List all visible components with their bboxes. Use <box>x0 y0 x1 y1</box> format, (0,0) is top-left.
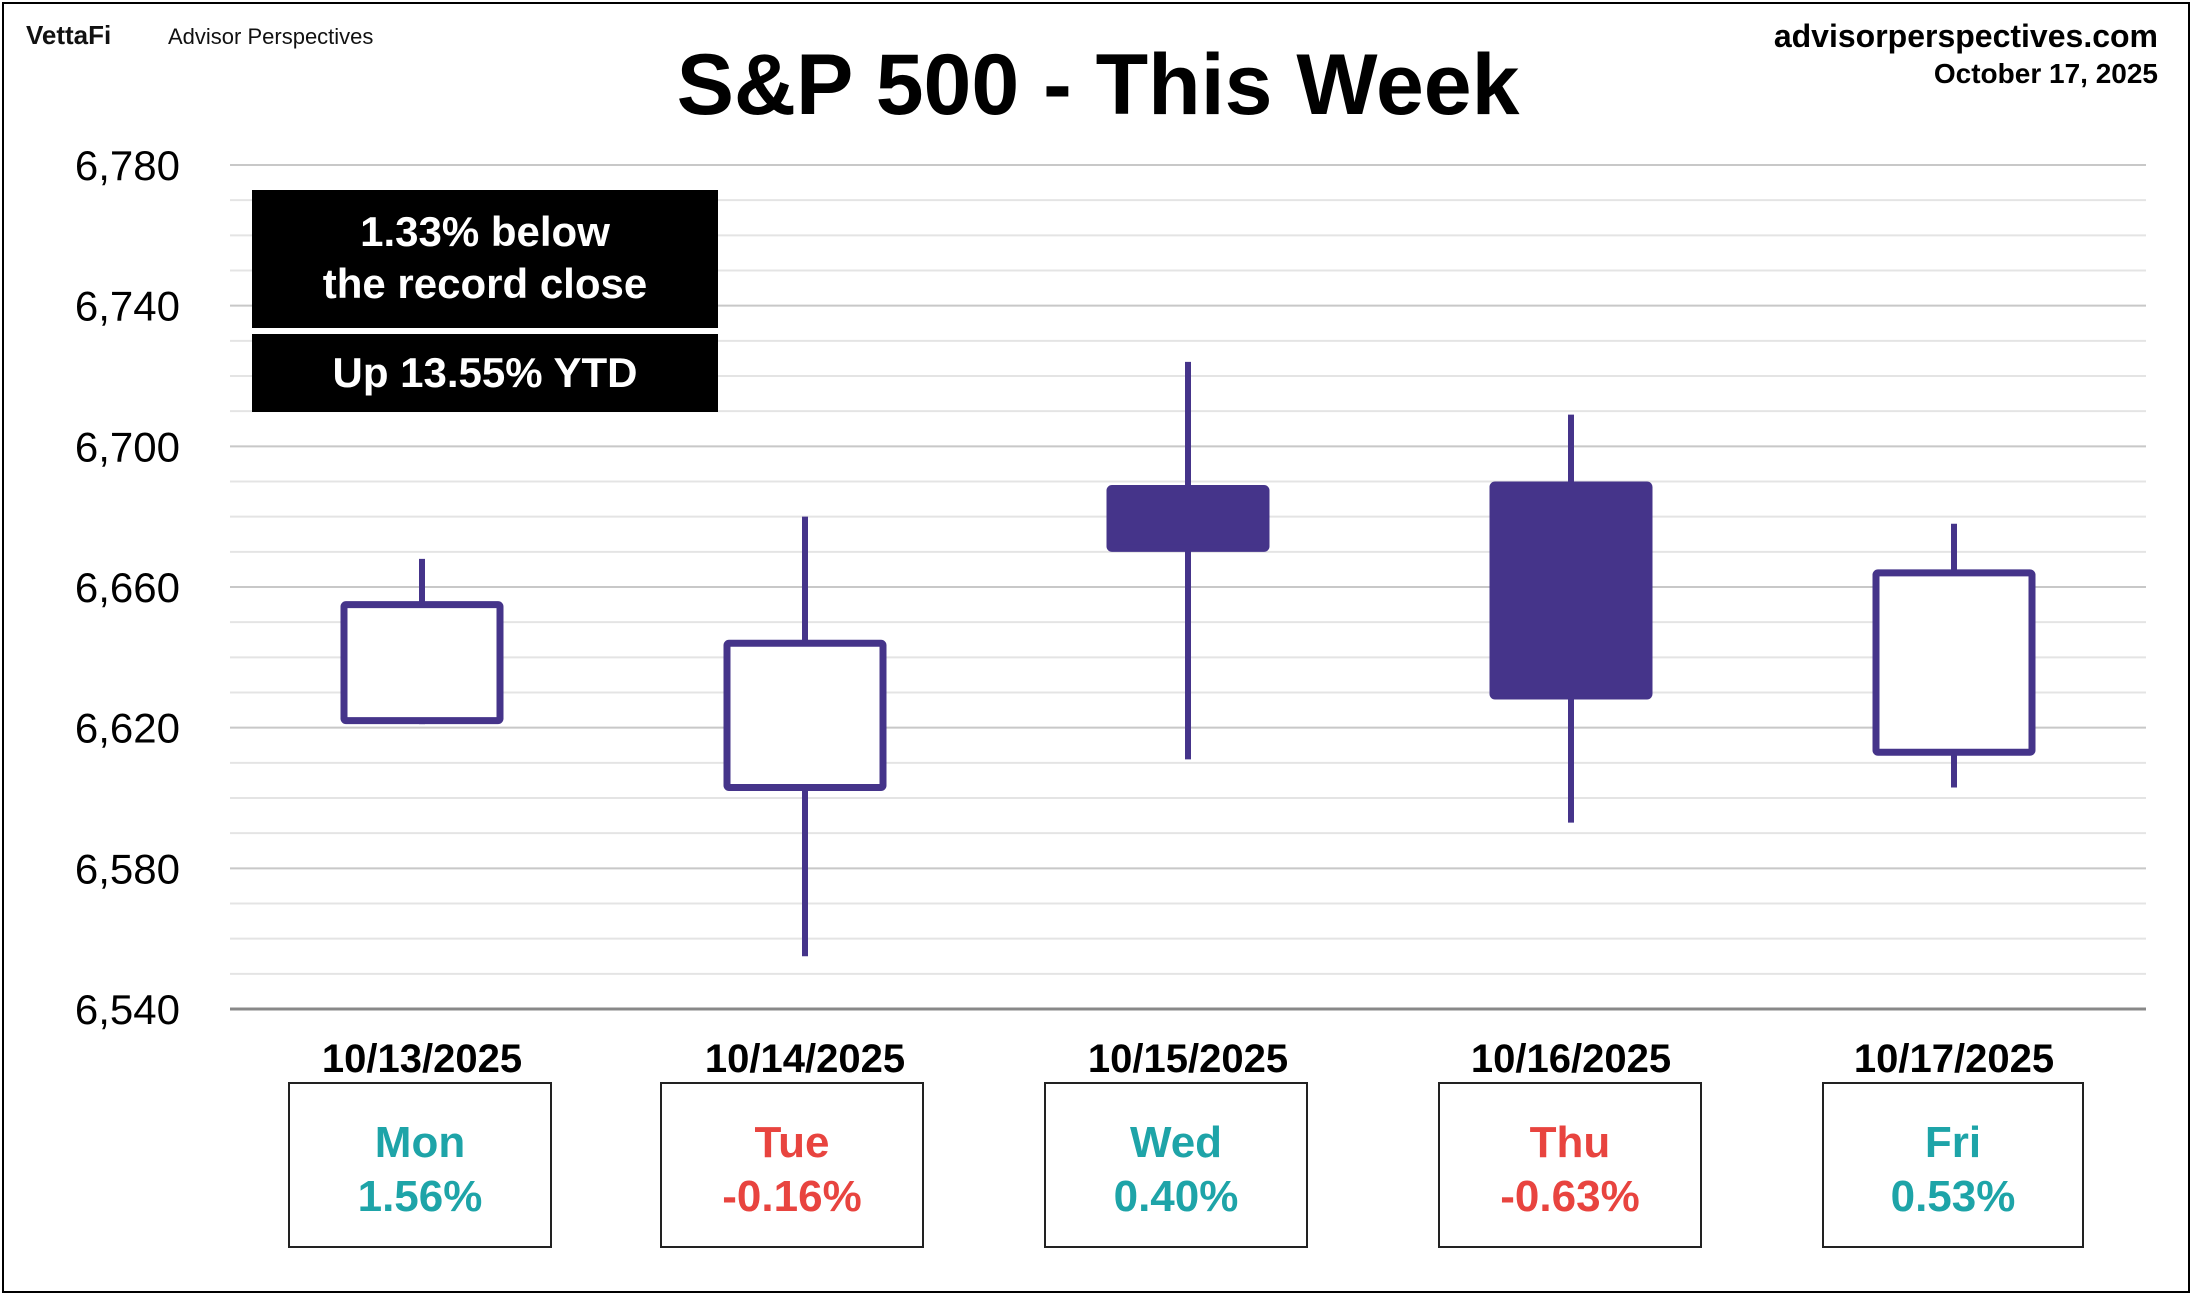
day-change-value: 1.56% <box>357 1172 483 1221</box>
y-tick-label: 6,740 <box>75 283 180 330</box>
day-change-value: 0.53% <box>1890 1172 2016 1221</box>
day-label: Mon <box>374 1118 466 1167</box>
y-tick-label: 6,700 <box>75 423 180 470</box>
candle-body <box>1106 485 1270 552</box>
day-change-value: -0.16% <box>722 1172 862 1221</box>
candle-body <box>340 601 504 725</box>
y-tick-label: 6,540 <box>75 986 180 1033</box>
candle-body <box>723 639 887 791</box>
y-tick-label: 6,660 <box>75 564 180 611</box>
day-label: Wed <box>1129 1118 1223 1167</box>
y-tick-label: 6,780 <box>75 142 180 189</box>
site-url: advisorperspectives.com <box>1773 18 2158 54</box>
day-change-box: Fri 0.53% <box>1822 1082 2084 1248</box>
brand-subtitle: Advisor Perspectives <box>168 24 374 49</box>
day-label: Fri <box>1924 1118 1982 1167</box>
ytd-note: Up 13.55% YTD <box>252 334 718 412</box>
day-change-box: Wed 0.40% <box>1044 1082 1308 1248</box>
candle-body <box>1872 569 2036 756</box>
x-tick-label: 10/16/2025 <box>1471 1037 1671 1081</box>
record-close-note: 1.33% below the record close <box>252 190 718 328</box>
day-label: Thu <box>1529 1118 1611 1167</box>
x-tick-label: 10/17/2025 <box>1854 1037 2054 1081</box>
x-tick-label: 10/15/2025 <box>1088 1037 1288 1081</box>
day-change-value: 0.40% <box>1113 1172 1239 1221</box>
report-date: October 17, 2025 <box>1933 58 2158 89</box>
chart-title: S&P 500 - This Week <box>676 37 1520 133</box>
y-tick-label: 6,620 <box>75 705 180 752</box>
candle-body <box>1489 481 1653 700</box>
day-change-value: -0.63% <box>1500 1172 1640 1221</box>
day-change-box: Tue -0.16% <box>660 1082 924 1248</box>
x-tick-label: 10/14/2025 <box>705 1037 905 1081</box>
brand-logo: VettaFi <box>26 20 112 50</box>
day-change-box: Thu -0.63% <box>1438 1082 1702 1248</box>
x-tick-label: 10/13/2025 <box>322 1037 522 1081</box>
day-label: Tue <box>754 1118 830 1167</box>
day-change-box: Mon 1.56% <box>288 1082 552 1248</box>
y-tick-label: 6,580 <box>75 845 180 892</box>
